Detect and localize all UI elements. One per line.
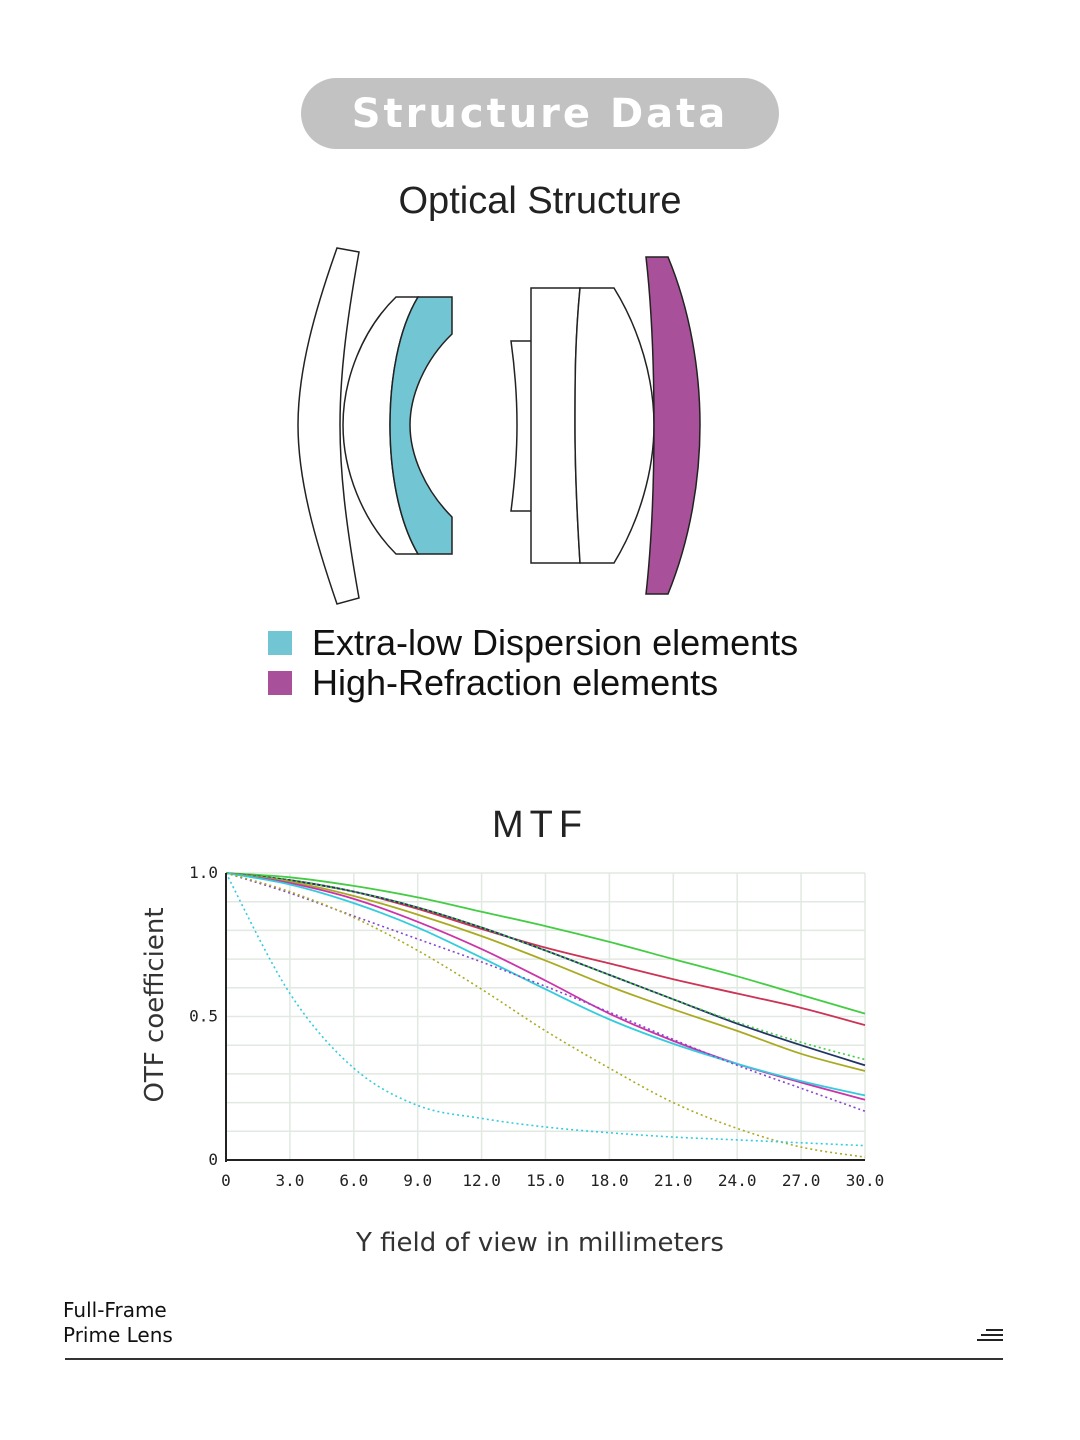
x-tick-label: 9.0 bbox=[403, 1171, 432, 1190]
footer-divider bbox=[65, 1358, 1003, 1360]
mtf-series-6 bbox=[225, 872, 866, 1112]
y-tick-label: 0 bbox=[208, 1150, 218, 1169]
legend-ed-label: Extra-low Dispersion elements bbox=[312, 622, 799, 663]
footer-line-2: Prime Lens bbox=[63, 1323, 173, 1347]
y-tick-label: 0.5 bbox=[189, 1007, 218, 1026]
footer-caption: Full-Frame Prime Lens bbox=[63, 1298, 173, 1348]
mtf-title: MTF bbox=[491, 804, 589, 846]
x-tick-label: 6.0 bbox=[339, 1171, 368, 1190]
x-tick-label: 12.0 bbox=[462, 1171, 501, 1190]
hr-lens-element bbox=[645, 256, 701, 595]
menu-icon[interactable] bbox=[977, 1328, 1003, 1344]
lens-element-6 bbox=[574, 287, 655, 564]
legend-ed: Extra-low Dispersion elements bbox=[268, 622, 798, 664]
x-tick-label: 0 bbox=[221, 1171, 231, 1190]
ed-lens-element bbox=[389, 296, 453, 555]
x-tick-label: 27.0 bbox=[782, 1171, 821, 1190]
x-axis-label: Y field of view in millimeters bbox=[356, 1228, 724, 1258]
x-tick-label: 24.0 bbox=[718, 1171, 757, 1190]
mtf-series-3 bbox=[225, 872, 866, 1072]
legend-hr-label: High-Refraction elements bbox=[312, 662, 719, 703]
mtf-series-8 bbox=[225, 872, 866, 1147]
mtf-chart: 0 3.0 6.0 9.0 12.0 15.0 18.0 21.0 24.0 27.0 30.0 0 0… bbox=[189, 863, 885, 1190]
hr-swatch bbox=[268, 671, 292, 695]
x-tick-label: 30.0 bbox=[846, 1171, 885, 1190]
x-tick-label: 18.0 bbox=[590, 1171, 629, 1190]
optical-structure-title: Optical Structure bbox=[398, 180, 682, 222]
footer-line-1: Full-Frame bbox=[63, 1298, 167, 1322]
x-tick-label: 3.0 bbox=[275, 1171, 304, 1190]
lens-diagram bbox=[297, 247, 701, 605]
mtf-series-5 bbox=[225, 872, 866, 1097]
legend-hr: High-Refraction elements bbox=[268, 662, 718, 704]
y-tick-label: 1.0 bbox=[189, 863, 218, 882]
y-axis-label: OTF coefficient bbox=[140, 907, 170, 1103]
x-tick-label: 15.0 bbox=[526, 1171, 565, 1190]
header-title: Structure Data bbox=[351, 90, 729, 137]
x-tick-label: 21.0 bbox=[654, 1171, 693, 1190]
mtf-series-2 bbox=[225, 872, 866, 1067]
mtf-series-0 bbox=[225, 872, 866, 1015]
structure-data-header: Structure Data bbox=[301, 78, 779, 149]
ed-swatch bbox=[268, 631, 292, 655]
lens-element-1 bbox=[297, 247, 360, 605]
